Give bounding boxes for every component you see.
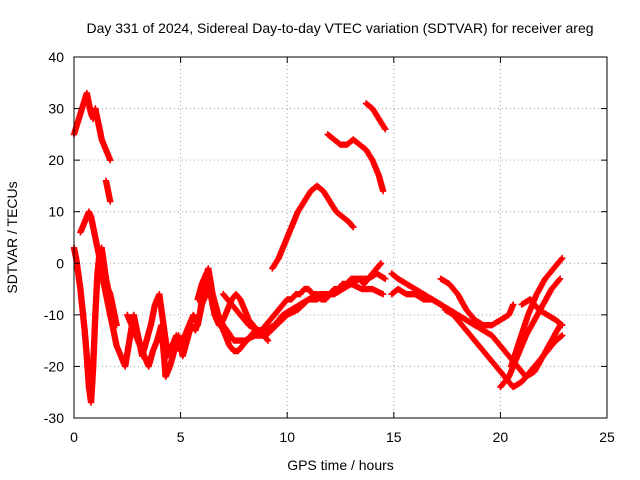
marker-path: [324, 131, 387, 195]
x-axis: 0 5 10 15 20 25: [70, 57, 615, 445]
series-arc-8: [269, 182, 357, 272]
series-arc-14: [441, 306, 566, 391]
y-axis-label: SDTVAR / TECUs: [4, 181, 20, 293]
y-tick-label: 30: [48, 101, 64, 117]
marker-path: [209, 280, 387, 344]
series-arc-7: [209, 280, 387, 344]
y-axis: -30 -20 -10 0 10 20 30 40: [44, 49, 607, 426]
marker-path: [362, 100, 389, 133]
marker-path: [269, 182, 357, 272]
series-arc-10: [362, 100, 389, 133]
x-tick-label: 5: [177, 429, 185, 445]
series-arc-12: [388, 285, 444, 308]
chart-title: Day 331 of 2024, Sidereal Day-to-day VTE…: [86, 20, 593, 36]
x-tick-label: 15: [386, 429, 402, 445]
marker-path: [518, 296, 566, 329]
y-tick-label: -30: [44, 410, 64, 426]
x-tick-label: 20: [493, 429, 509, 445]
y-tick-label: -20: [44, 358, 64, 374]
x-axis-label: GPS time / hours: [287, 457, 394, 473]
series-arc-9: [324, 131, 387, 195]
marker-path: [102, 177, 114, 205]
marker-path: [70, 89, 114, 164]
marker-path: [441, 306, 566, 391]
grid: [74, 57, 607, 418]
series-arc-13: [437, 275, 517, 329]
x-tick-label: 10: [279, 429, 295, 445]
y-tick-label: 40: [48, 49, 64, 65]
series-arc-1b: [102, 177, 114, 205]
marker-path: [388, 285, 444, 308]
y-tick-label: 0: [56, 255, 64, 271]
marker-path: [437, 275, 517, 329]
series-arc-1: [70, 89, 114, 164]
y-tick-label: 20: [48, 152, 64, 168]
x-tick-label: 25: [599, 429, 615, 445]
y-tick-label: 10: [48, 204, 64, 220]
series-arc-17: [518, 296, 566, 329]
data-points: [70, 89, 566, 406]
x-tick-label: 0: [70, 429, 78, 445]
y-tick-label: -10: [44, 307, 64, 323]
plot-frame: [73, 56, 608, 419]
